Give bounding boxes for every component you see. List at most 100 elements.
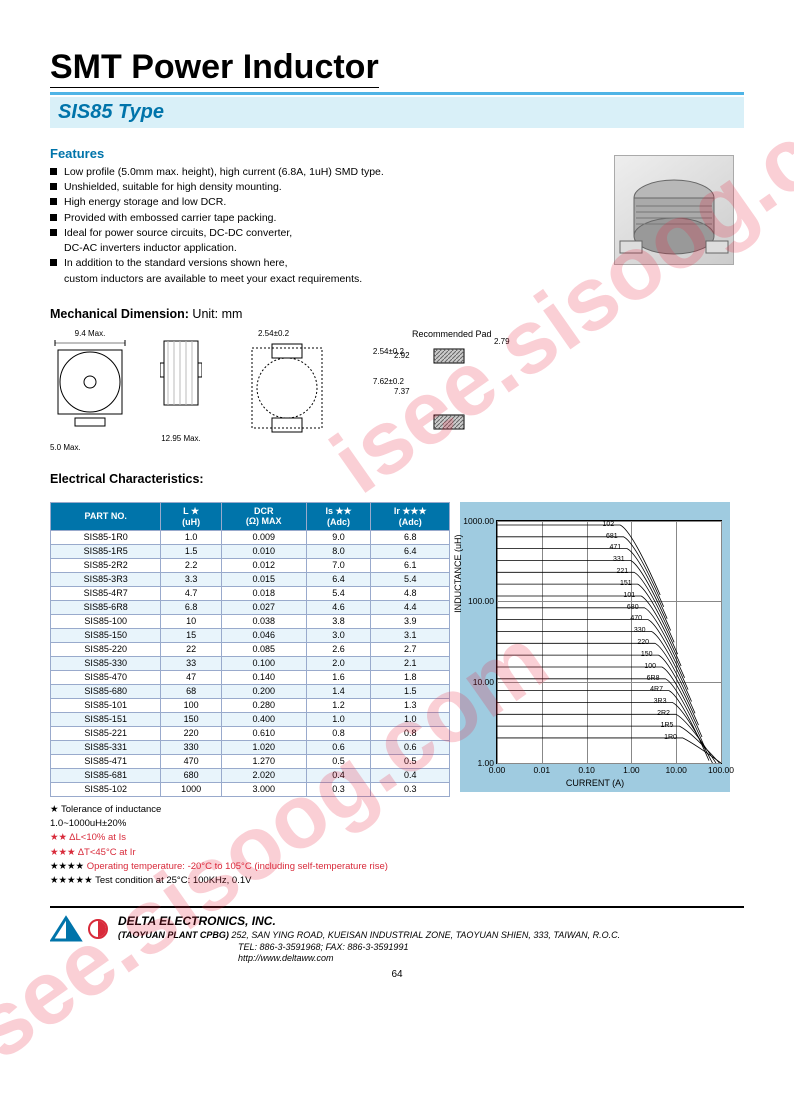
table-cell: 0.100 (221, 656, 306, 670)
chart-series-label: 1R5 (661, 722, 674, 729)
table-cell: 0.012 (221, 558, 306, 572)
table-cell: SIS85-680 (51, 684, 161, 698)
table-row: SIS85-1511500.4001.01.0 (51, 712, 450, 726)
chart-series-label: 221 (616, 568, 628, 575)
chart-series-label: 151 (620, 580, 632, 587)
feature-item: Ideal for power source circuits, DC-DC c… (50, 226, 744, 256)
table-cell: SIS85-101 (51, 698, 161, 712)
table-cell: 0.6 (371, 740, 450, 754)
table-cell: 1.5 (161, 544, 221, 558)
table-cell: 3.1 (371, 628, 450, 642)
footer-address: 252, SAN YING ROAD, KUEISAN INDUSTRIAL Z… (231, 930, 620, 940)
footer-company: DELTA ELECTRONICS, INC. (118, 914, 620, 930)
table-row: SIS85-100100.0383.83.9 (51, 614, 450, 628)
subtitle-bar: SIS85 Type (50, 97, 744, 128)
table-row: SIS85-150150.0463.03.1 (51, 628, 450, 642)
table-row: SIS85-220220.0852.62.7 (51, 642, 450, 656)
table-cell: SIS85-1R5 (51, 544, 161, 558)
table-cell: 3.9 (371, 614, 450, 628)
table-cell: SIS85-1R0 (51, 530, 161, 544)
chart-series-label: 471 (609, 544, 621, 551)
table-row: SIS85-6816802.0200.40.4 (51, 768, 450, 782)
features-list: Low profile (5.0mm max. height), high cu… (50, 165, 744, 287)
inductance-chart: INDUCTANCE (uH) CURRENT (A) 1.0010.00100… (460, 502, 730, 792)
feature-item: Provided with embossed carrier tape pack… (50, 211, 744, 226)
table-cell: 1.8 (371, 670, 450, 684)
table-cell: 3.0 (306, 628, 371, 642)
chart-series-label: 150 (641, 651, 653, 658)
table-cell: SIS85-102 (51, 782, 161, 796)
table-cell: SIS85-331 (51, 740, 161, 754)
chart-ytick: 100.00 (468, 596, 497, 606)
table-header: DCR(Ω) MAX (221, 502, 306, 530)
footer-plant: (TAOYUAN PLANT CPBG) (118, 930, 229, 940)
table-cell: 0.8 (306, 726, 371, 740)
page-number: 64 (50, 969, 744, 980)
table-cell: 22 (161, 642, 221, 656)
table-cell: 4.7 (161, 586, 221, 600)
table-cell: SIS85-471 (51, 754, 161, 768)
mech-heading: Mechanical Dimension: Unit: mm (50, 307, 744, 321)
table-cell: SIS85-2R2 (51, 558, 161, 572)
table-cell: 0.200 (221, 684, 306, 698)
table-cell: 1.020 (221, 740, 306, 754)
chart-series-label: 470 (630, 615, 642, 622)
table-notes: ★ Tolerance of inductance1.0~1000uH±20% … (50, 803, 744, 889)
table-cell: 0.3 (371, 782, 450, 796)
table-cell: 0.010 (221, 544, 306, 558)
subtitle: SIS85 Type (58, 101, 164, 123)
table-cell: 0.5 (306, 754, 371, 768)
table-cell: 1.0 (161, 530, 221, 544)
table-cell: 0.6 (306, 740, 371, 754)
table-cell: 330 (161, 740, 221, 754)
table-cell: 5.4 (371, 572, 450, 586)
table-cell: SIS85-4R7 (51, 586, 161, 600)
table-cell: 0.280 (221, 698, 306, 712)
chart-series-label: 1R0 (664, 734, 677, 741)
feature-item: High energy storage and low DCR. (50, 195, 744, 210)
table-cell: SIS85-221 (51, 726, 161, 740)
chart-series-label: 681 (606, 533, 618, 540)
table-cell: SIS85-3R3 (51, 572, 161, 586)
page-footer: DELTA ELECTRONICS, INC. (TAOYUAN PLANT C… (50, 906, 744, 965)
table-row: SIS85-2212200.6100.80.8 (51, 726, 450, 740)
table-cell: SIS85-681 (51, 768, 161, 782)
table-cell: 0.610 (221, 726, 306, 740)
table-cell: 0.038 (221, 614, 306, 628)
table-cell: 2.6 (306, 642, 371, 656)
chart-series-label: 3R3 (654, 698, 667, 705)
chart-xlabel: CURRENT (A) (566, 778, 624, 788)
chart-series-label: 100 (644, 663, 656, 670)
drawing-side: 12.95 Max. (160, 329, 202, 443)
table-cell: 100 (161, 698, 221, 712)
table-cell: 2.7 (371, 642, 450, 656)
chart-xtick: 100.00 (708, 763, 734, 775)
delta-logo-icon (50, 914, 110, 944)
table-row: SIS85-2R22.20.0127.06.1 (51, 558, 450, 572)
chart-series-label: 6R8 (647, 675, 660, 682)
table-row: SIS85-1R51.50.0108.06.4 (51, 544, 450, 558)
table-cell: 1.0 (306, 712, 371, 726)
table-cell: 220 (161, 726, 221, 740)
chart-xtick: 0.00 (489, 763, 506, 775)
chart-series-label: 331 (613, 556, 625, 563)
table-header: L ★(uH) (161, 502, 221, 530)
characteristics-table: PART NO.L ★(uH)DCR(Ω) MAXIs ★★(Adc)Ir ★★… (50, 502, 450, 797)
table-cell: 6.4 (306, 572, 371, 586)
table-cell: 15 (161, 628, 221, 642)
chart-xtick: 1.00 (623, 763, 640, 775)
chart-ytick: 10.00 (473, 677, 497, 687)
table-cell: 68 (161, 684, 221, 698)
table-cell: SIS85-6R8 (51, 600, 161, 614)
table-header: Ir ★★★(Adc) (371, 502, 450, 530)
table-cell: 3.8 (306, 614, 371, 628)
table-cell: 0.015 (221, 572, 306, 586)
chart-ylabel: INDUCTANCE (uH) (453, 534, 463, 612)
table-row: SIS85-10210003.0000.30.3 (51, 782, 450, 796)
table-cell: 0.009 (221, 530, 306, 544)
chart-series-label: 680 (627, 604, 639, 611)
table-cell: 0.046 (221, 628, 306, 642)
chart-series-label: 220 (637, 639, 649, 646)
chart-series-label: 101 (623, 592, 635, 599)
table-cell: 7.0 (306, 558, 371, 572)
